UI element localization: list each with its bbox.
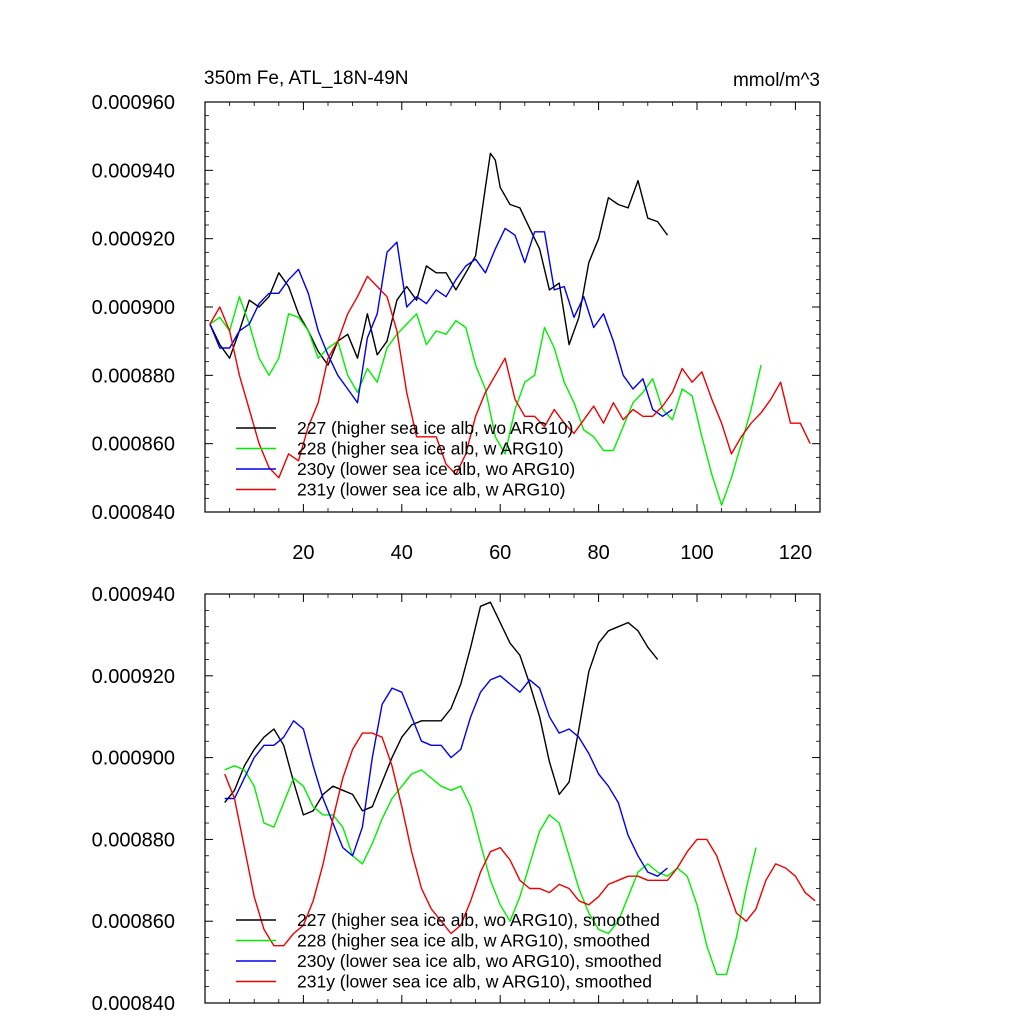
- y-tick-label: 0.000900: [92, 297, 175, 319]
- legend-label-230y: 230y (lower sea ice alb, wo ARG10): [297, 459, 575, 479]
- series-line-228: [209, 296, 762, 506]
- x-tick-label: 120: [779, 542, 812, 564]
- series-line-228: [224, 765, 757, 976]
- y-tick-label: 0.000940: [92, 160, 175, 182]
- legend-label-230y: 230y (lower sea ice alb, wo ARG10), smoo…: [297, 951, 662, 971]
- x-tick-label: 80: [587, 542, 609, 564]
- series-line-227: [209, 152, 669, 366]
- legend-label-231y: 231y (lower sea ice alb, w ARG10), smoot…: [297, 972, 652, 992]
- legend-label-227: 227 (higher sea ice alb, wo ARG10): [297, 418, 573, 438]
- legend-label-231y: 231y (lower sea ice alb, w ARG10): [297, 480, 565, 500]
- x-tick-label: 20: [292, 542, 314, 564]
- y-tick-label: 0.000920: [92, 666, 175, 688]
- units-label: mmol/m^3: [733, 70, 820, 91]
- y-tick-label: 0.000860: [92, 911, 175, 933]
- legend-label-228: 228 (higher sea ice alb, w ARG10): [297, 439, 564, 459]
- plot-frame: [204, 593, 821, 1004]
- raw-panel: 0.000840 0.000860 0.000880 0.000900 0.000920…: [92, 92, 821, 564]
- y-tick-label: 0.000960: [92, 92, 175, 114]
- y-tick-label: 0.000940: [92, 584, 175, 606]
- series-line-227: [224, 601, 659, 816]
- smoothed-panel: 0.000840 0.000860 0.000880 0.000900 0.000920…: [92, 584, 821, 1015]
- chart-title: 350m Fe, ATL_18N-49N: [204, 68, 409, 89]
- legend-label-227: 227 (higher sea ice alb, wo ARG10), smoo…: [297, 910, 660, 930]
- series-line-230y: [224, 675, 668, 877]
- y-tick-label: 0.000880: [92, 365, 175, 387]
- series-line-231y: [209, 275, 811, 479]
- y-tick-label: 0.000840: [92, 502, 175, 524]
- y-tick-label: 0.000900: [92, 748, 175, 770]
- series-line-231y: [224, 732, 816, 947]
- legend-label-228: 228 (higher sea ice alb, w ARG10), smoot…: [297, 931, 650, 951]
- x-tick-label: 40: [391, 542, 413, 564]
- x-tick-label: 100: [680, 542, 713, 564]
- y-tick-label: 0.000840: [92, 993, 175, 1015]
- y-tick-label: 0.000880: [92, 829, 175, 851]
- x-tick-label: 60: [489, 542, 511, 564]
- series-line-230y: [209, 227, 673, 417]
- y-tick-label: 0.000860: [92, 434, 175, 456]
- y-tick-label: 0.000920: [92, 229, 175, 251]
